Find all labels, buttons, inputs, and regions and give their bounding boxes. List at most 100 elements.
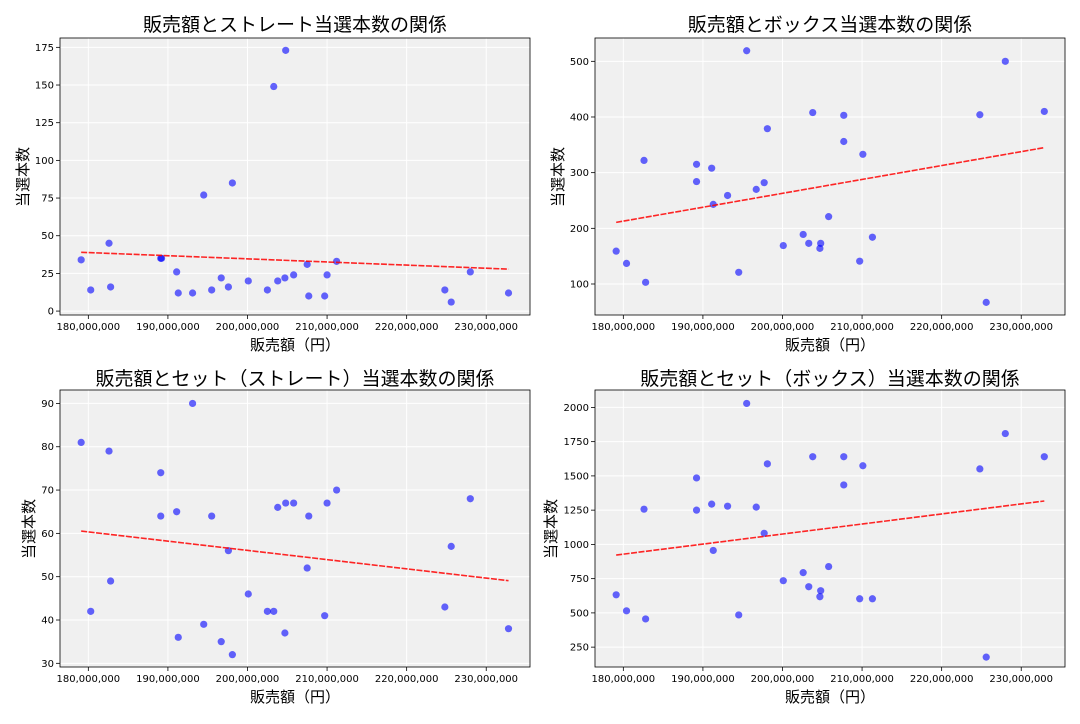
data-point (77, 438, 85, 447)
data-point (208, 512, 216, 520)
data-point (263, 286, 271, 294)
data-point (735, 611, 743, 619)
data-point (868, 595, 877, 603)
data-point (157, 469, 165, 477)
data-point (217, 638, 225, 646)
data-point (282, 499, 290, 507)
axes-frame (59, 37, 531, 316)
data-point (323, 499, 331, 507)
data-point (743, 47, 751, 55)
data-point (859, 150, 867, 158)
subplot-box: 180,000,000 190,000,000 200,000,000 210,000… (549, 14, 1066, 354)
plot-area: 180,000,000 190,000,000 200,000,000 210,000… (564, 389, 1066, 685)
y-tick-label: 75 (41, 194, 54, 205)
data-point (723, 502, 732, 510)
data-point (760, 529, 768, 537)
data-point (441, 286, 449, 294)
data-point (447, 298, 455, 306)
data-point (612, 247, 620, 255)
data-point (87, 286, 95, 294)
data-point (174, 289, 182, 297)
x-tick-label: 180,000,000 (57, 322, 121, 333)
data-point (263, 607, 271, 615)
y-tick-label: 2000 (564, 403, 589, 414)
y-tick-label: 90 (41, 399, 54, 410)
data-point (188, 289, 197, 297)
plot-area: 180,000,000 190,000,000 200,000,000 210,000… (41, 389, 531, 685)
x-tick-label: 210,000,000 (295, 674, 359, 685)
y-tick-label: 100 (570, 279, 589, 290)
data-point (87, 607, 95, 615)
data-point (333, 486, 341, 494)
y-tick-label: 80 (41, 442, 54, 453)
data-point (692, 160, 701, 168)
data-point (708, 164, 716, 172)
x-tick-label: 220,000,000 (910, 322, 974, 333)
data-point (976, 465, 984, 473)
data-point (290, 271, 298, 279)
data-point (825, 562, 833, 571)
data-point (303, 260, 311, 268)
data-point (840, 453, 848, 461)
plot-background (60, 390, 530, 667)
data-point (200, 191, 208, 199)
x-tick-label: 190,000,000 (671, 674, 735, 685)
x-tick-label: 190,000,000 (136, 322, 200, 333)
x-axis-label: 販売額（円） (785, 336, 875, 354)
data-point (840, 481, 848, 489)
data-point (224, 283, 232, 291)
data-point (982, 653, 990, 661)
data-point (805, 239, 813, 247)
data-point (817, 587, 825, 595)
data-point (816, 593, 824, 601)
x-tick-label: 230,000,000 (989, 674, 1053, 685)
chart-title: 販売額とセット（ボックス）当選本数の関係 (640, 368, 1019, 390)
y-tick-label: 40 (41, 616, 54, 627)
data-point (77, 256, 85, 264)
y-tick-label: 500 (570, 608, 589, 619)
data-point (859, 462, 867, 470)
data-point (270, 82, 278, 91)
data-point (1001, 57, 1009, 65)
data-point (763, 460, 771, 468)
data-point (856, 595, 864, 603)
data-point (303, 564, 311, 572)
data-point (244, 277, 252, 285)
data-point (642, 615, 650, 623)
data-point (743, 399, 751, 408)
data-point (290, 499, 298, 507)
data-point (107, 283, 115, 291)
data-point (692, 474, 701, 482)
data-point (709, 546, 717, 555)
data-point (228, 179, 236, 187)
y-tick-label: 25 (41, 269, 54, 280)
chart-title: 販売額とセット（ストレート）当選本数の関係 (95, 368, 494, 390)
plot-background (60, 38, 530, 315)
data-point (441, 603, 449, 611)
subplot-straight: 180,000,000 190,000,000 200,000,000 210,000… (14, 14, 531, 354)
data-point (244, 590, 252, 598)
data-point (1040, 453, 1048, 461)
data-point (692, 506, 701, 514)
data-point (323, 271, 331, 279)
x-tick-label: 180,000,000 (592, 674, 656, 685)
y-axis-label: 当選本数 (20, 499, 38, 559)
data-point (840, 111, 848, 119)
x-axis-label: 販売額（円） (250, 688, 340, 706)
plot-background (595, 38, 1065, 315)
chart-title: 販売額とストレート当選本数の関係 (143, 14, 447, 36)
data-point (779, 241, 787, 250)
x-tick-label: 210,000,000 (830, 322, 894, 333)
data-point (447, 542, 455, 550)
data-point (200, 620, 208, 628)
y-tick-label: 50 (41, 231, 54, 242)
y-tick-label: 30 (41, 659, 54, 670)
chart-title: 販売額とボックス当選本数の関係 (688, 14, 972, 36)
axes-frame (594, 389, 1066, 668)
data-point (825, 213, 833, 221)
x-tick-label: 190,000,000 (671, 322, 735, 333)
x-tick-label: 190,000,000 (136, 674, 200, 685)
data-point (723, 191, 732, 200)
y-tick-label: 175 (35, 43, 54, 54)
data-point (466, 268, 474, 276)
